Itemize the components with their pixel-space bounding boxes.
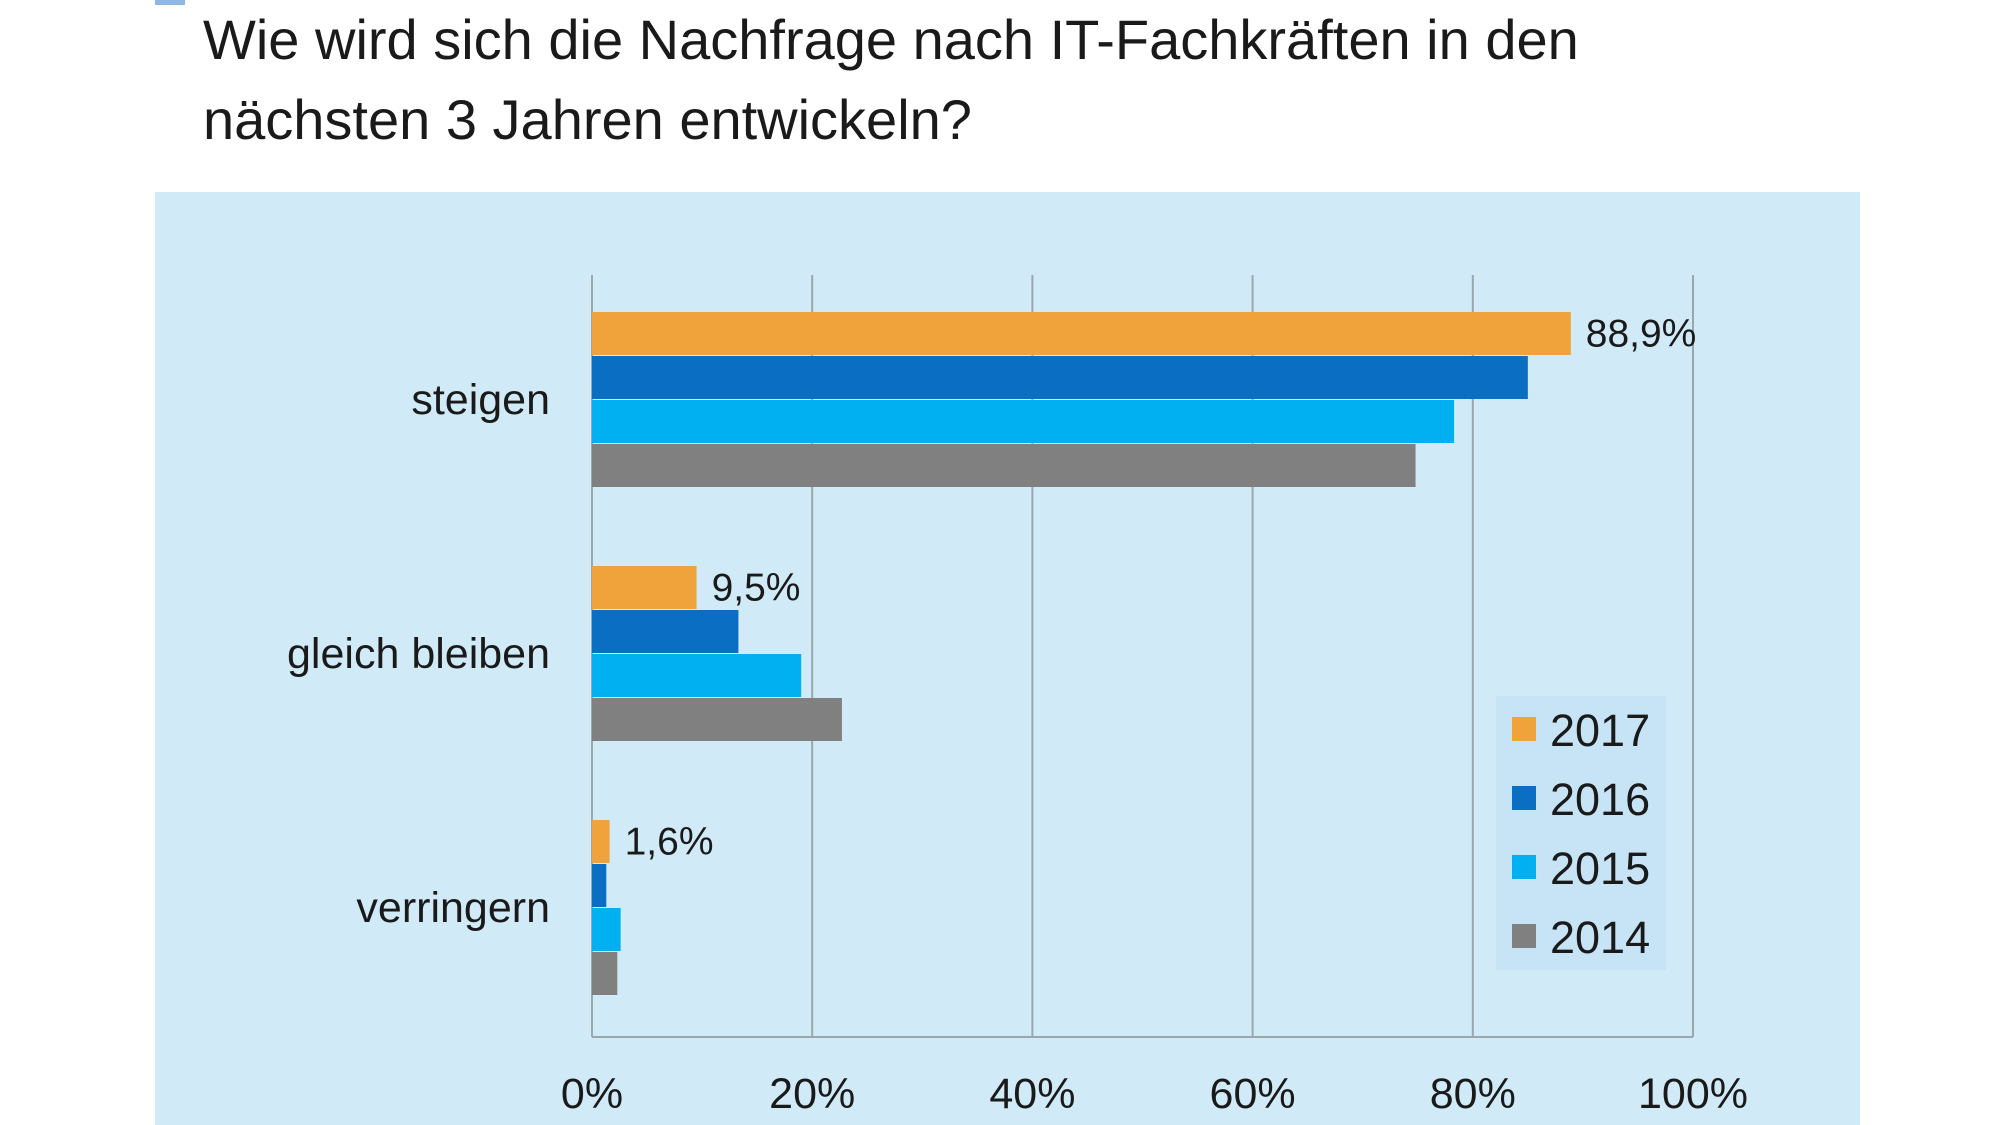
legend-swatch-2014 [1512, 924, 1536, 948]
bar-2017 [592, 566, 697, 609]
legend-label-2015: 2015 [1550, 843, 1650, 894]
x-tick-label: 80% [1430, 1070, 1516, 1118]
bar-2015 [592, 908, 621, 951]
bar-2017 [592, 820, 610, 863]
bar-2014 [592, 698, 842, 741]
category-label: gleich bleiben [287, 630, 550, 678]
legend-swatch-2016 [1512, 786, 1536, 810]
x-tick-label: 60% [1210, 1070, 1296, 1118]
bar-2015 [592, 400, 1455, 443]
legend-swatch-2017 [1512, 717, 1536, 741]
bars [592, 312, 1571, 995]
bar-2016 [592, 610, 739, 653]
data-label: 88,9% [1586, 313, 1697, 356]
legend-label-2017: 2017 [1550, 705, 1650, 756]
bar-2014 [592, 952, 618, 995]
chart-title: Wie wird sich die Nachfrage nach IT-Fach… [203, 0, 1903, 160]
chart-title-line-2: nächsten 3 Jahren entwickeln? [203, 88, 972, 151]
legend-label-2014: 2014 [1550, 912, 1650, 963]
x-tick-label: 20% [769, 1070, 855, 1118]
corner-accent [155, 0, 185, 5]
bar-2016 [592, 864, 607, 907]
x-tick-label: 40% [989, 1070, 1075, 1118]
bar-2015 [592, 654, 802, 697]
data-label: 1,6% [625, 821, 714, 864]
category-label: steigen [411, 376, 550, 424]
data-label: 9,5% [712, 567, 801, 610]
chart-title-line-1: Wie wird sich die Nachfrage nach IT-Fach… [203, 8, 1579, 71]
legend-swatch-2015 [1512, 855, 1536, 879]
bar-2017 [592, 312, 1571, 355]
legend[interactable]: 2017 2016 2015 2014 [1496, 696, 1666, 970]
x-tick-label: 0% [561, 1070, 623, 1118]
bar-2016 [592, 356, 1528, 399]
labels: 0% 20% 40% 60% 80% 100% steigen 88,9% gleich ble… [287, 313, 1748, 1119]
x-tick-label: 100% [1638, 1070, 1748, 1118]
bar-2014 [592, 444, 1416, 487]
category-label: verringern [356, 884, 550, 932]
legend-label-2016: 2016 [1550, 774, 1650, 825]
